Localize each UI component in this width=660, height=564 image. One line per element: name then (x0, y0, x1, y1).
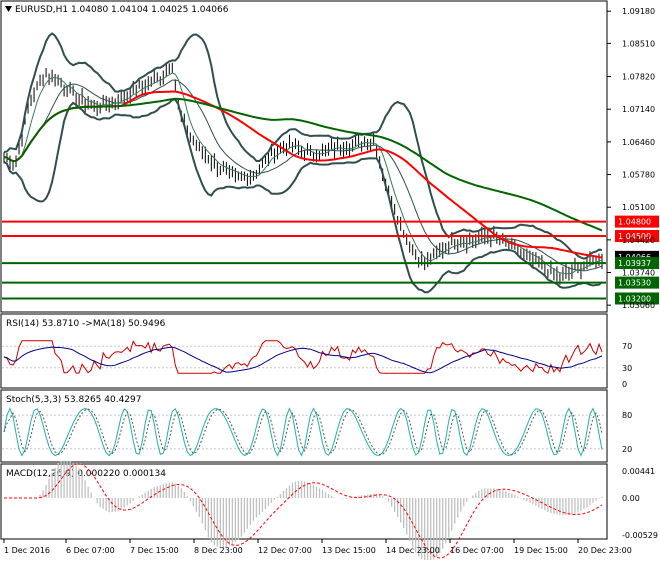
price-level[interactable]: 1.03530 (2, 276, 659, 289)
stoch-signal-line (3, 408, 603, 456)
price-level-label: 1.03937 (618, 259, 651, 268)
price-tick-label: 1.09180 (622, 7, 655, 16)
price-tick-label: 1.06460 (622, 138, 655, 147)
rsi-line (3, 340, 603, 374)
price-tick-label: 1.04420 (622, 236, 655, 245)
macd-tick-label: -0.00529 (622, 531, 658, 540)
time-tick-label: 19 Dec 15:00 (514, 546, 568, 555)
rsi-ma-line (3, 346, 603, 374)
price-tick-label: 1.05100 (622, 203, 655, 212)
price-level[interactable]: 1.03937 (2, 257, 659, 270)
price-level[interactable]: 1.04800 (2, 215, 659, 228)
price-level-label: 1.04500 (618, 232, 651, 241)
rsi-header: RSI(14) 53.8710 ->MA(18) 50.9496 (6, 319, 166, 329)
rsi-tick-label: 0 (622, 380, 627, 389)
stoch-pane: Stoch(5,3,3) 53.8265 40.4297 (0, 389, 608, 463)
bollinger-lower (3, 98, 603, 294)
stoch-main-line (3, 407, 603, 457)
stoch-header: Stoch(5,3,3) 53.8265 40.4297 (6, 395, 141, 405)
price-tick-label: 1.07140 (622, 105, 655, 114)
time-tick-label: 1 Dec 2016 (4, 546, 50, 555)
price-level-label: 1.03530 (618, 279, 651, 288)
time-tick-label: 8 Dec 23:00 (194, 546, 243, 555)
price-level[interactable]: 1.04500 (2, 230, 659, 243)
price-header: EURUSD,H1 1.04080 1.04104 1.04025 1.0406… (15, 5, 229, 15)
stoch-tick-label: 80 (622, 411, 632, 420)
price-axis: 1.09180 1.08510 1.07820 1.07140 1.06460 1.057… (607, 7, 658, 540)
price-level[interactable]: 1.03200 (2, 292, 659, 305)
bollinger-upper (3, 32, 603, 260)
rsi-pane: RSI(14) 53.8710 ->MA(18) 50.9496 (0, 313, 608, 389)
macd-tick-label: 0.00441 (622, 467, 655, 476)
time-axis: 1 Dec 2016 6 Dec 07:00 7 Dec 15:00 8 Dec 23… (3, 539, 632, 555)
time-tick-label: 12 Dec 07:00 (258, 546, 312, 555)
rsi-tick-label: 70 (622, 342, 632, 351)
ma-slow (3, 97, 603, 232)
price-tick-label: 1.08510 (622, 39, 655, 48)
macd-signal-line (4, 463, 603, 559)
macd-pane: MACD(12,26,9) 0.000220 0.000134 (0, 460, 608, 563)
price-tick-label: 1.03740 (622, 269, 655, 278)
price-tick-label: 1.07820 (622, 73, 655, 82)
price-level-label: 1.04800 (618, 218, 651, 227)
price-level-label: 1.03200 (618, 294, 651, 303)
time-tick-label: 14 Dec 23:00 (386, 546, 440, 555)
time-tick-label: 16 Dec 07:00 (450, 546, 504, 555)
price-tick-label: 1.03060 (622, 301, 655, 310)
time-tick-label: 13 Dec 15:00 (322, 546, 376, 555)
time-tick-label: 7 Dec 15:00 (130, 546, 179, 555)
macd-header: MACD(12,26,9) 0.000220 0.000134 (6, 469, 166, 479)
time-tick-label: 6 Dec 07:00 (66, 546, 115, 555)
macd-tick-label: 0.00 (622, 494, 640, 503)
collapse-triangle-icon[interactable] (5, 6, 12, 12)
price-pane: EURUSD,H1 1.04080 1.04104 1.04025 1.0406… (0, 0, 659, 313)
stoch-tick-label: 20 (622, 445, 632, 454)
price-tick-label: 1.05780 (622, 171, 655, 180)
time-tick-label: 20 Dec 23:00 (578, 546, 632, 555)
rsi-tick-label: 30 (622, 364, 632, 373)
